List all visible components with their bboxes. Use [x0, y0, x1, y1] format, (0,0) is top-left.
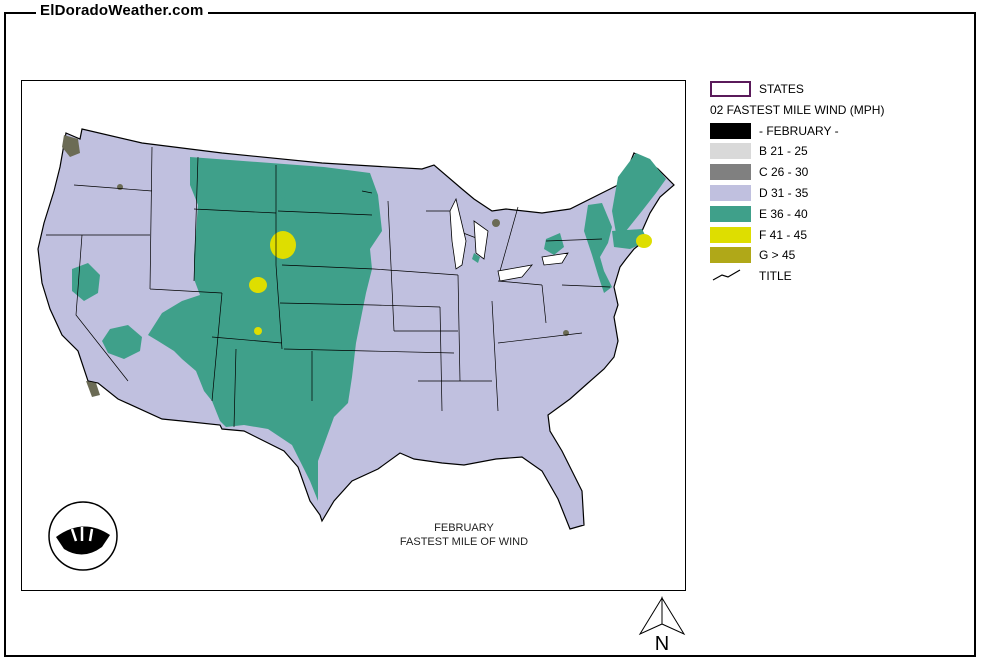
legend-swatch: [710, 184, 751, 201]
state-borders: [46, 146, 611, 428]
legend-subtitle: 02 FASTEST MILE WIND (MPH): [710, 102, 885, 117]
map-legend: STATES 02 FASTEST MILE WIND (MPH) - FEBR…: [708, 78, 968, 286]
legend-item-label: D 31 - 35: [759, 185, 809, 200]
title-line-icon: [712, 269, 741, 281]
legend-title: TITLE: [708, 265, 968, 286]
legend-month: - FEBRUARY -: [708, 120, 968, 141]
legend-item-label: C 26 - 30: [759, 165, 809, 180]
map-caption: FEBRUARY FASTEST MILE OF WIND: [374, 521, 554, 549]
legend-item: G > 45: [708, 244, 968, 265]
legend-states-label: STATES: [759, 82, 804, 96]
legend-subtitle-row: 02 FASTEST MILE WIND (MPH): [708, 99, 968, 120]
legend-item-label: F 41 - 45: [759, 227, 808, 242]
us-wind-map: [37, 128, 675, 530]
legend-item: F 41 - 45: [708, 224, 968, 245]
legend-item: D 31 - 35: [708, 182, 968, 203]
legend-item-label: E 36 - 40: [759, 206, 808, 221]
c-zone-areas: [62, 135, 569, 397]
legend-swatch: [710, 164, 751, 181]
legend-swatch: [710, 247, 751, 264]
legend-states: STATES: [708, 78, 968, 99]
legend-swatch: [710, 205, 751, 222]
legend-item-label: B 21 - 25: [759, 144, 808, 159]
legend-item: C 26 - 30: [708, 161, 968, 182]
month-swatch: [710, 122, 751, 139]
legend-item: E 36 - 40: [708, 203, 968, 224]
north-label: N: [655, 633, 669, 654]
legend-item: B 21 - 25: [708, 140, 968, 161]
site-title[interactable]: ElDoradoWeather.com: [36, 2, 208, 19]
states-swatch: [710, 81, 751, 97]
noaa-logo: [46, 499, 120, 573]
legend-swatch: [710, 143, 751, 160]
page-frame: [4, 12, 976, 657]
legend-item-label: G > 45: [759, 248, 796, 263]
north-arrow-icon: N: [636, 596, 688, 655]
legend-month-label: - FEBRUARY -: [759, 123, 839, 138]
f-zone-areas: [249, 231, 652, 335]
great-lakes: [449, 197, 569, 282]
caption-line-2: FASTEST MILE OF WIND: [399, 536, 529, 548]
legend-swatch: [710, 226, 751, 243]
legend-title-label: TITLE: [759, 269, 792, 284]
map-panel: FEBRUARY FASTEST MILE OF WIND: [21, 80, 686, 591]
caption-line-1: FEBRUARY: [434, 522, 494, 534]
